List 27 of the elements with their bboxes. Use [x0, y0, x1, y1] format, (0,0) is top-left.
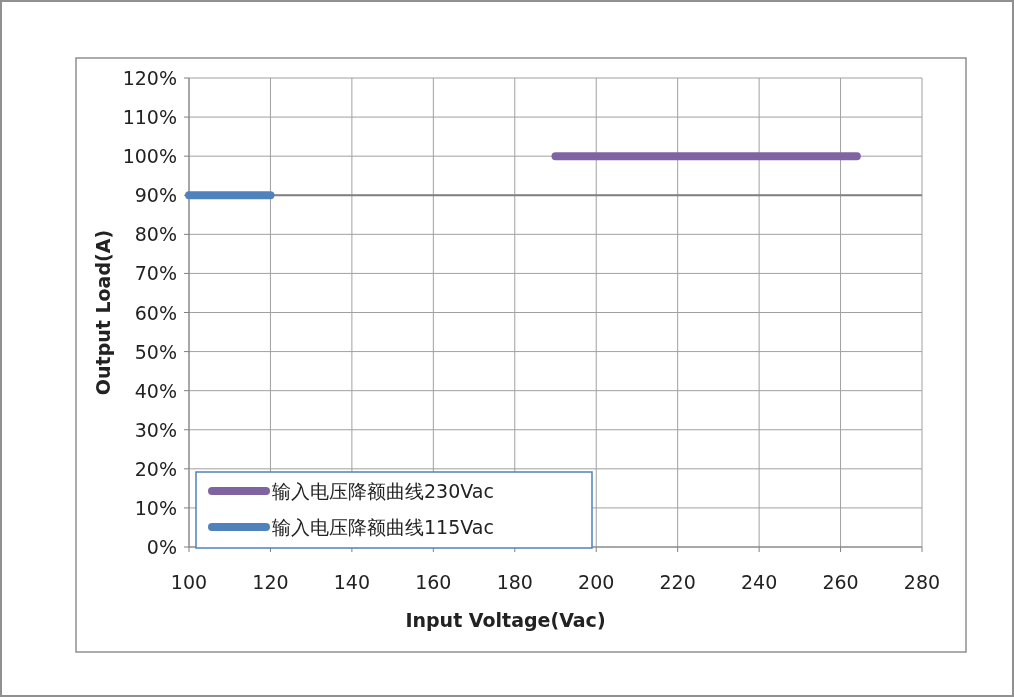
x-tick-label: 140 — [333, 571, 371, 593]
y-tick-label: 90% — [134, 184, 177, 207]
y-tick-label: 100% — [122, 145, 177, 168]
y-tick-label: 110% — [122, 106, 177, 129]
x-tick-label: 120 — [252, 571, 289, 593]
x-axis-title: Input Voltage(Vac) — [405, 609, 606, 631]
y-tick-label: 80% — [134, 223, 177, 246]
y-tick-label: 50% — [134, 340, 177, 363]
y-tick-label: 30% — [134, 418, 177, 441]
x-tick-label: 220 — [659, 571, 696, 593]
y-axis-title: Output Load(A) — [92, 229, 114, 396]
y-tick-label: 60% — [134, 301, 177, 324]
x-tick-label: 200 — [578, 571, 615, 593]
x-tick-label: 100 — [170, 571, 208, 593]
x-tick-label: 160 — [415, 571, 452, 593]
y-tick-label: 40% — [134, 379, 177, 402]
y-tick-label: 120% — [122, 67, 177, 89]
legend-label: 输入电压降额曲线230Vac — [272, 480, 494, 502]
x-tick-label: 180 — [496, 571, 533, 593]
x-tick-label: 280 — [903, 571, 941, 593]
x-tick-label: 240 — [740, 571, 778, 593]
x-tick-label: 260 — [822, 571, 859, 593]
legend-label: 输入电压降额曲线115Vac — [272, 516, 494, 538]
y-tick-label: 70% — [134, 262, 177, 285]
y-tick-label: 10% — [134, 496, 177, 519]
y-tick-label: 0% — [146, 536, 177, 558]
y-tick-label: 20% — [134, 457, 177, 480]
